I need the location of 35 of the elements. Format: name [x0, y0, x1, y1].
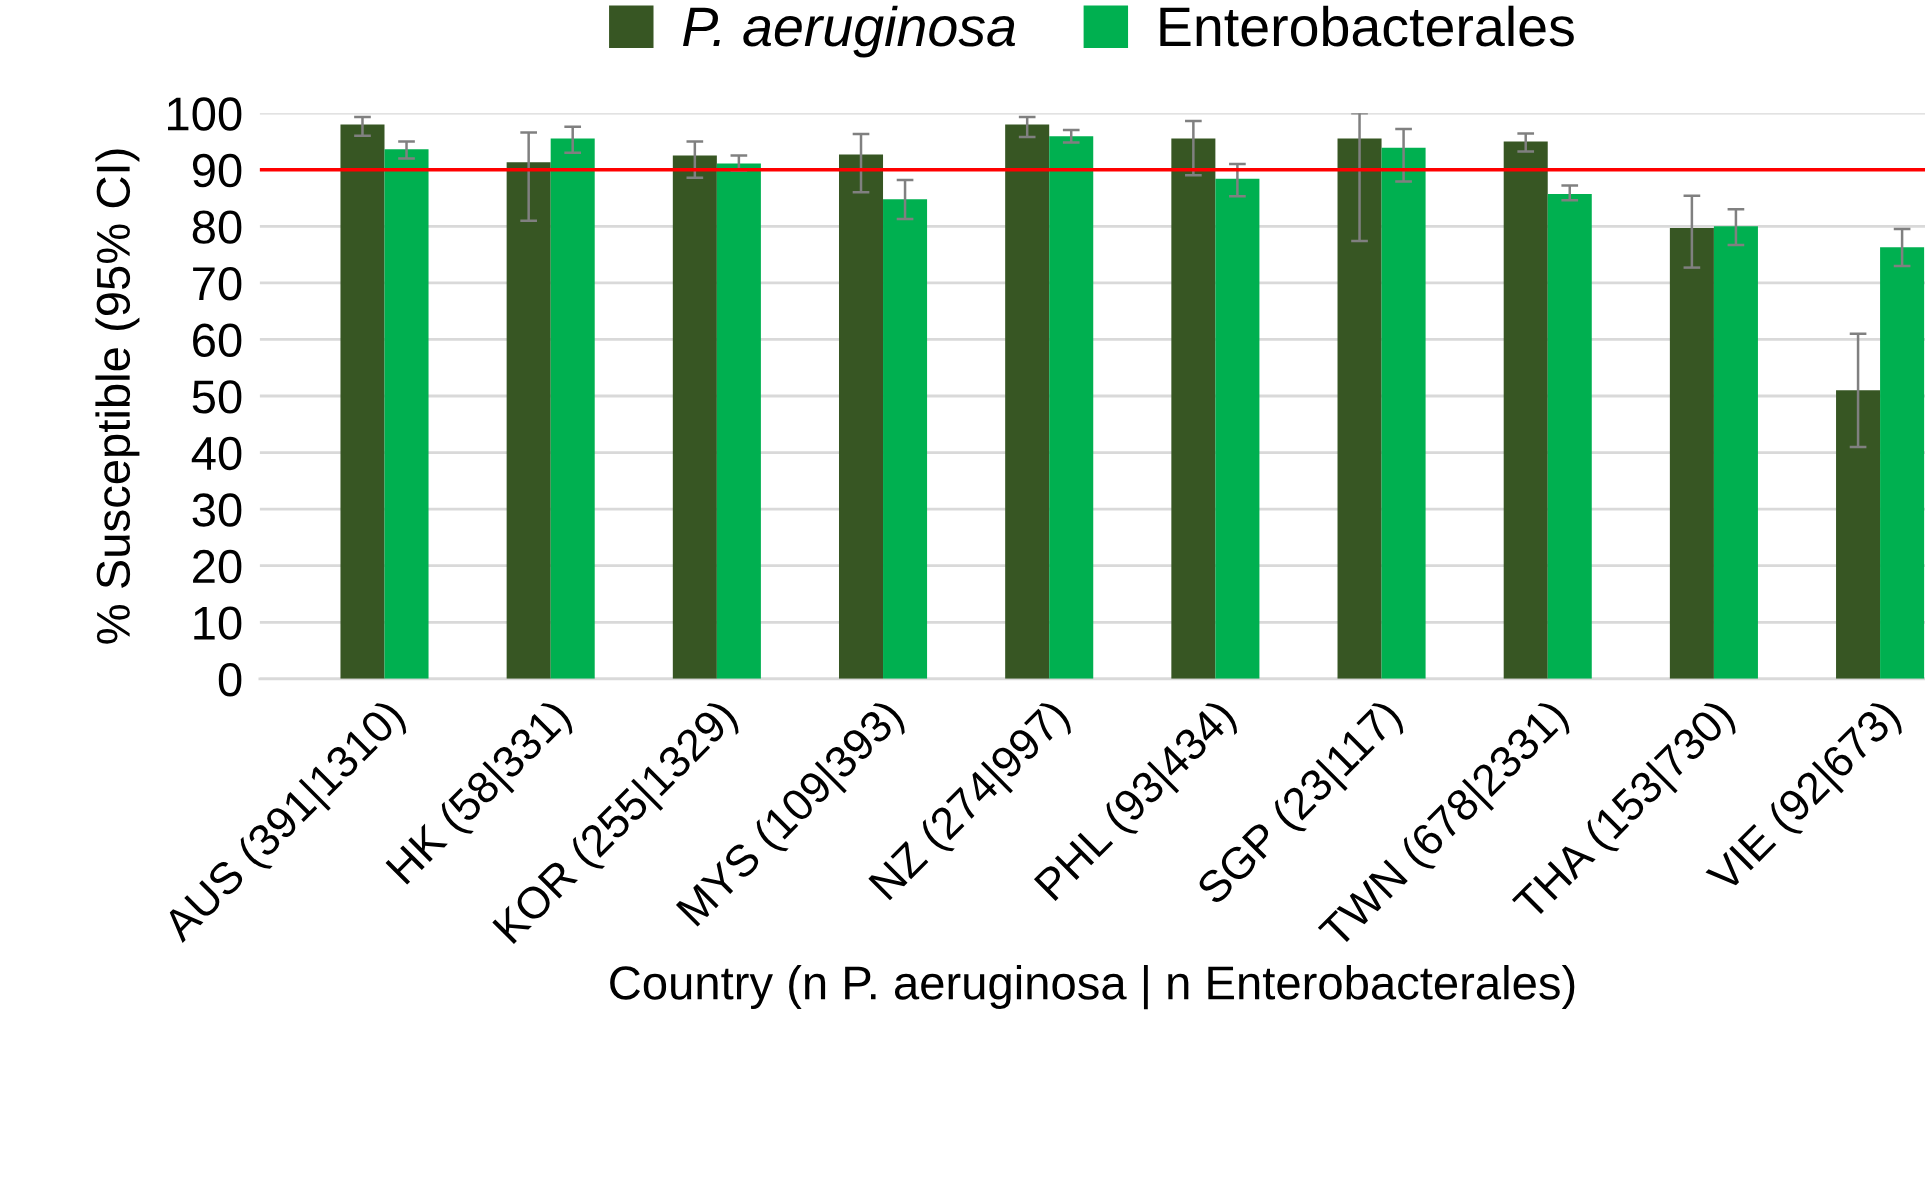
bar	[716, 163, 761, 679]
y-tick-label: 40	[191, 436, 242, 471]
y-tick-label: 70	[193, 267, 242, 301]
y-tick-label: 30	[192, 493, 242, 527]
bar	[550, 138, 595, 679]
bar	[1669, 227, 1714, 679]
bar	[839, 154, 884, 679]
bar	[1171, 138, 1216, 679]
y-tick-label: 90	[192, 153, 242, 188]
bar	[1836, 390, 1881, 679]
bar	[1337, 138, 1382, 679]
legend-label: P. aeruginosa	[683, 5, 1016, 58]
legend-label: Enterobacterales	[1160, 5, 1574, 47]
y-tick-label: 20	[193, 549, 242, 584]
y-tick-label: 80	[192, 210, 242, 244]
bar	[883, 199, 928, 679]
bar	[672, 155, 717, 679]
y-tick-label: 50	[192, 380, 242, 414]
y-tick-label: 0	[218, 663, 242, 697]
bar	[1713, 226, 1758, 679]
bar	[1049, 136, 1094, 679]
bar	[340, 124, 385, 679]
y-axis-title: % Susceptible (95% CI)	[95, 149, 140, 644]
bar	[1547, 194, 1592, 679]
bar	[384, 149, 429, 679]
bar	[506, 162, 551, 679]
y-tick-label: 100	[168, 97, 242, 131]
x-axis-title: Country (n P. aeruginosa | n Enterobacterales)	[610, 965, 1575, 1010]
bar	[1880, 247, 1925, 679]
bar	[1005, 124, 1050, 679]
bar	[1215, 178, 1260, 679]
y-tick-label: 10	[194, 606, 242, 640]
bar	[1503, 141, 1548, 679]
bar	[1381, 147, 1426, 679]
y-tick-label: 60	[193, 323, 242, 358]
